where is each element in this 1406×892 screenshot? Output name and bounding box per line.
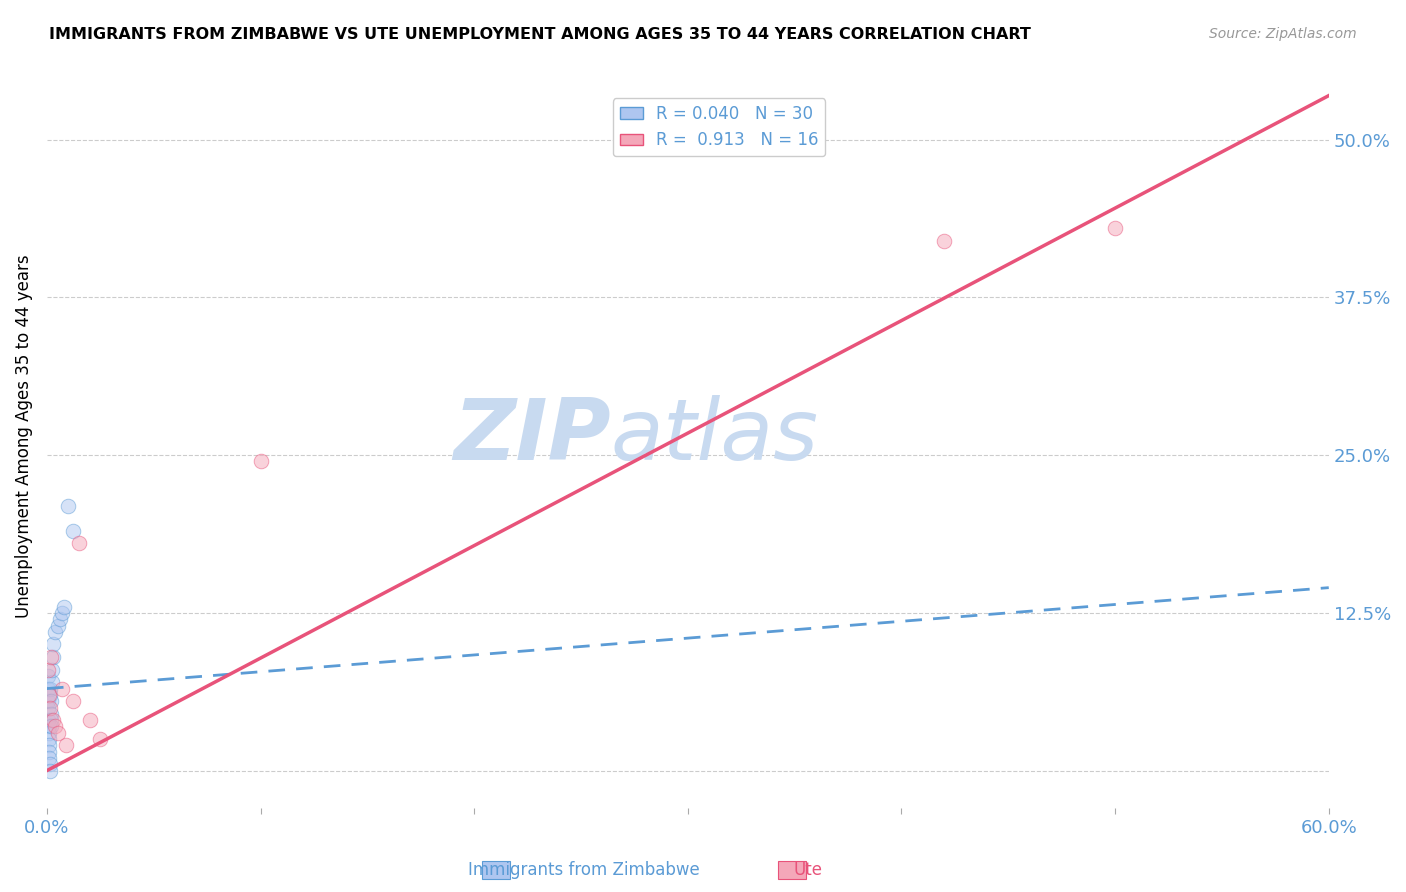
Text: IMMIGRANTS FROM ZIMBABWE VS UTE UNEMPLOYMENT AMONG AGES 35 TO 44 YEARS CORRELATI: IMMIGRANTS FROM ZIMBABWE VS UTE UNEMPLOY… [49,27,1031,42]
Legend: R = 0.040   N = 30, R =  0.913   N = 16: R = 0.040 N = 30, R = 0.913 N = 16 [613,98,825,156]
Y-axis label: Unemployment Among Ages 35 to 44 years: Unemployment Among Ages 35 to 44 years [15,254,32,618]
Point [39,706,62,721]
Point [42,713,65,727]
Text: Immigrants from Zimbabwe: Immigrants from Zimbabwe [468,861,699,879]
Point [41,675,63,690]
Point [38,757,60,772]
Point [934,234,956,248]
Point [37,694,59,708]
Point [37,713,59,727]
Point [44,624,66,639]
Point [46,618,69,632]
Point [62,524,84,538]
Point [38,725,60,739]
Point [51,681,73,696]
Point [39,719,62,733]
Point [37,681,59,696]
Point [37,663,59,677]
Point [39,650,62,665]
Point [44,719,66,733]
Point [38,739,60,753]
Point [51,606,73,620]
Point [39,688,62,702]
Point [37,669,59,683]
Point [79,713,101,727]
Point [42,637,65,651]
Point [37,700,59,714]
Point [39,681,62,696]
Point [39,713,62,727]
Point [39,700,62,714]
Point [39,764,62,778]
Point [38,688,60,702]
Point [53,599,76,614]
Text: Ute: Ute [794,861,823,879]
Point [1104,221,1126,235]
Point [38,719,60,733]
Point [38,745,60,759]
Text: atlas: atlas [612,395,818,478]
Point [46,725,69,739]
Point [58,499,80,513]
Point [38,732,60,747]
Point [67,536,90,550]
Point [41,663,63,677]
Point [249,454,271,468]
Text: ZIP: ZIP [453,395,612,478]
Point [89,732,111,747]
Text: Source: ZipAtlas.com: Source: ZipAtlas.com [1209,27,1357,41]
Point [38,751,60,765]
Point [48,612,70,626]
Point [62,694,84,708]
Point [39,694,62,708]
Point [55,739,77,753]
Point [42,650,65,665]
